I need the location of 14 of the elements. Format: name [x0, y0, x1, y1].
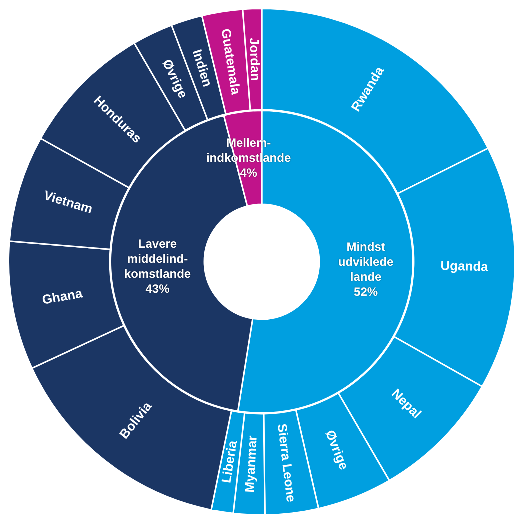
slice-label: Ghana: [41, 285, 84, 308]
slice-label: Liberia: [218, 438, 240, 484]
slice-label: Myanmar: [242, 435, 260, 494]
slice-label: Lavere middelind-komstlande: [124, 236, 192, 281]
slice-label: Guatemala: [218, 28, 244, 97]
slice-label: Uganda: [440, 258, 490, 274]
data-label: 43%: [146, 282, 170, 296]
slice-label: Sierra Leone: [274, 423, 300, 503]
data-label: 4%: [240, 166, 258, 180]
slice-label: Jordan: [246, 38, 264, 82]
slice-label: Øvrige: [322, 428, 352, 472]
slice-label: Indien: [190, 48, 216, 89]
slice-label: Mindst udviklede lande: [338, 240, 394, 284]
data-label: 52%: [354, 285, 378, 300]
